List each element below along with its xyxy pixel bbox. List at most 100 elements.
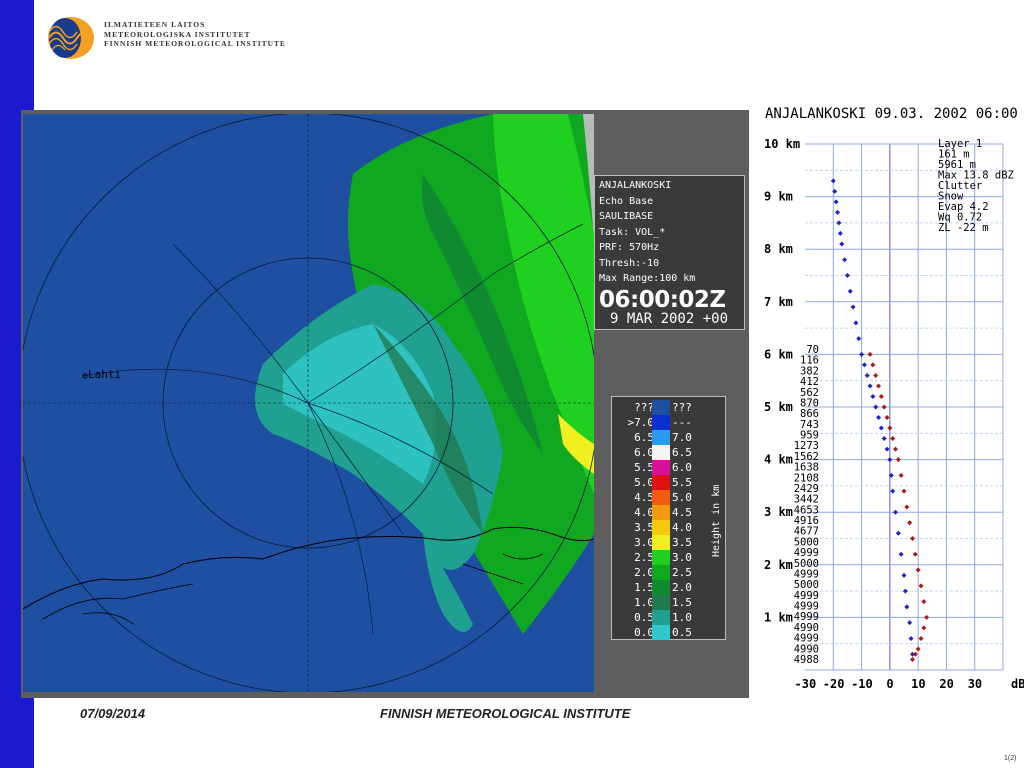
profile-point: [859, 351, 865, 357]
legend-row-high: ???: [672, 401, 692, 414]
legend-swatch: [652, 475, 670, 490]
legend-swatch: [652, 610, 670, 625]
legend-swatch: [652, 430, 670, 445]
legend-row-low: 4.0: [634, 506, 654, 519]
profile-point: [876, 415, 882, 421]
legend-row-low: 1.0: [634, 596, 654, 609]
legend-row-high: 2.0: [672, 581, 692, 594]
legend-swatch: [652, 535, 670, 550]
profile-point: [893, 509, 899, 515]
fmi-logo: [48, 17, 94, 59]
y-tick-label: 1 km: [764, 610, 793, 624]
profile-point: [884, 415, 890, 421]
legend-row: 2.5 3.0: [612, 550, 712, 565]
profile-count-label: 4999: [794, 633, 819, 645]
x-tick-label: -20: [823, 677, 845, 691]
profile-point: [904, 504, 910, 510]
profile-point: [901, 572, 907, 578]
profile-count-label: 1562: [794, 451, 819, 463]
legend-row: 5.0 5.5: [612, 475, 712, 490]
legend-swatch: [652, 400, 670, 415]
legend-swatch: [652, 580, 670, 595]
profile-info-line: ZL -22 m: [938, 222, 989, 234]
profile-point: [867, 383, 873, 389]
profile-count-label: 743: [800, 419, 819, 431]
legend-swatch: [652, 550, 670, 565]
x-tick-label: 0: [886, 677, 893, 691]
legend-row-high: 2.5: [672, 566, 692, 579]
profile-count-label: 1273: [794, 440, 819, 452]
legend-row-high: 3.0: [672, 551, 692, 564]
profile-point: [853, 320, 859, 326]
profile-count-label: 4988: [794, 654, 819, 666]
legend-row-high: 5.5: [672, 476, 692, 489]
legend-row: >7.0 ---: [612, 415, 712, 430]
profile-count-label: 2108: [794, 472, 819, 484]
profile-point: [881, 436, 887, 442]
profile-count-label: 2429: [794, 483, 819, 495]
legend-row-low: 6.5: [634, 431, 654, 444]
profile-point: [888, 472, 894, 478]
profile-point: [904, 604, 910, 610]
profile-point: [898, 551, 904, 557]
footer-org: FINNISH METEOROLOGICAL INSTITUTE: [380, 706, 631, 721]
legend-swatch: [652, 460, 670, 475]
y-tick-label: 3 km: [764, 505, 793, 519]
profile-point: [887, 457, 893, 463]
profile-count-label: 5000: [794, 558, 819, 570]
legend-row-high: 7.0: [672, 431, 692, 444]
y-tick-label: 2 km: [764, 558, 793, 572]
info-product: Echo Base: [599, 195, 654, 207]
legend-row-low: 1.5: [634, 581, 654, 594]
x-tick-label: 30: [968, 677, 982, 691]
y-tick-label: 4 km: [764, 453, 793, 467]
legend-row: 5.5 6.0: [612, 460, 712, 475]
profile-point: [836, 220, 842, 226]
legend-row-high: 6.0: [672, 461, 692, 474]
legend-axis-label: Height in km: [711, 484, 722, 557]
radar-info-box: ANJALANKOSKI Echo Base SAULIBASE Task: V…: [594, 175, 745, 330]
profile-point: [870, 362, 876, 368]
profile-point: [837, 230, 843, 236]
profile-count-label: 562: [800, 387, 819, 399]
profile-count-label: 4677: [794, 526, 819, 538]
legend-row: 4.5 5.0: [612, 490, 712, 505]
profile-point: [890, 436, 896, 442]
profile-point: [887, 425, 893, 431]
profile-point: [921, 599, 927, 605]
profile-point: [918, 635, 924, 641]
legend-row-low: 5.0: [634, 476, 654, 489]
y-tick-label: 8 km: [764, 242, 793, 256]
legend-swatch: [652, 625, 670, 640]
x-tick-label: -30: [795, 677, 817, 691]
legend-row-low: >7.0: [627, 416, 655, 429]
x-tick-label: 20: [939, 677, 953, 691]
profile-point: [873, 372, 879, 378]
profile-info-line: Snow: [938, 191, 964, 203]
profile-count-label: 4999: [794, 547, 819, 559]
profile-point: [833, 199, 839, 205]
profile-count-label: 4653: [794, 504, 819, 516]
radar-map: Lahti: [23, 114, 594, 692]
profile-point: [856, 336, 862, 342]
y-tick-label: 7 km: [764, 295, 793, 309]
info-date: 9 MAR 2002 +00: [610, 310, 729, 327]
profile-count-label: 4999: [794, 601, 819, 613]
profile-point: [901, 488, 907, 494]
legend-row: 2.0 2.5: [612, 565, 712, 580]
legend-row: 6.0 6.5: [612, 445, 712, 460]
profile-count-label: 1638: [794, 462, 819, 474]
info-max-range: Max Range:100 km: [599, 273, 696, 284]
legend-row-low: 3.0: [634, 536, 654, 549]
legend-row-low: 0.5: [634, 611, 654, 624]
legend-row-low: 0.0: [634, 626, 654, 639]
profile-point: [867, 351, 873, 357]
legend-row: 1.0 1.5: [612, 595, 712, 610]
profile-point: [876, 383, 882, 389]
profile-count-label: 4999: [794, 568, 819, 580]
profile-point: [893, 446, 899, 452]
profile-count-label: 4916: [794, 515, 819, 527]
org-name: ILMATIETEEN LAITOS METEOROLOGISKA INSTIT…: [104, 20, 300, 49]
profile-info-line: Max 13.8 dBZ: [938, 170, 1014, 182]
profile-count-label: 870: [800, 397, 819, 409]
